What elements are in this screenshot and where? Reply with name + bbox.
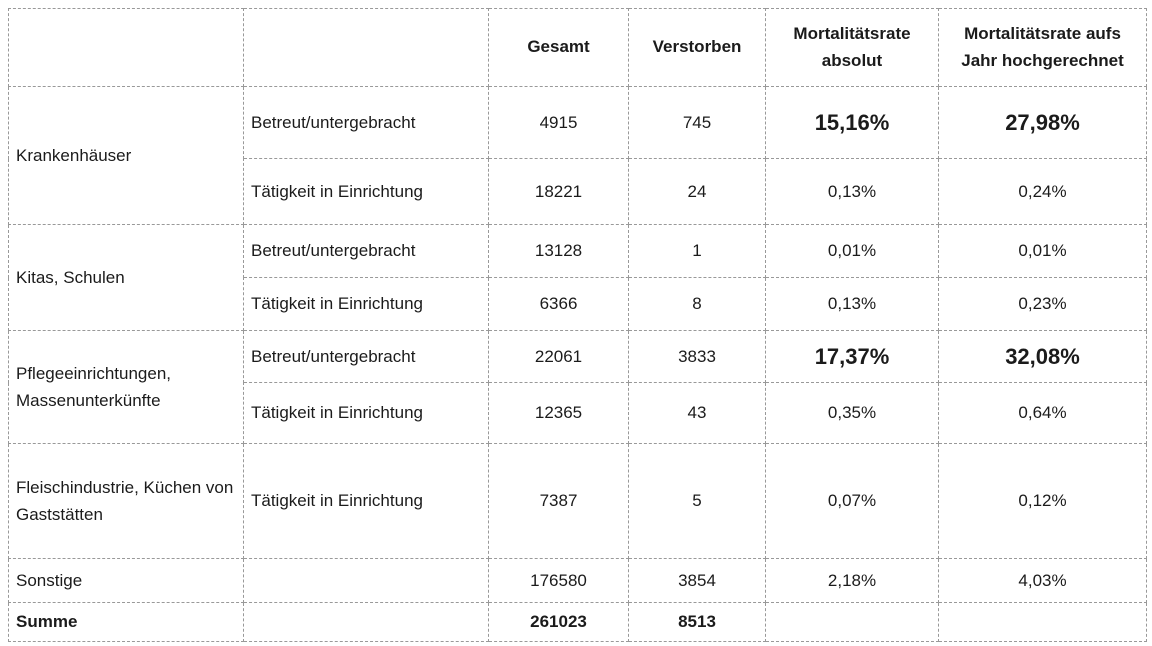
table-row: Kitas, Schulen Betreut/untergebracht 131… [8, 224, 1147, 331]
table-row: Sonstige 176580 3854 2,18% 4,03% [8, 558, 1147, 603]
mortality-year-cell: 0,64% [938, 382, 1147, 444]
category-cell: Fleischindustrie, Küchen von Gaststätten [8, 443, 244, 559]
verstorben-cell: 43 [628, 382, 766, 444]
gesamt-cell: 12365 [488, 382, 629, 444]
header-subcategory-empty [243, 8, 489, 87]
subcategory-cell: Betreut/untergebracht [243, 224, 489, 278]
category-cell: Krankenhäuser [8, 86, 244, 225]
table-row: Fleischindustrie, Küchen von Gaststätten… [8, 443, 1147, 559]
subcategory-cell: Betreut/untergebracht [243, 86, 489, 159]
mortality-year-cell: 0,24% [938, 158, 1147, 225]
verstorben-cell: 3833 [628, 330, 766, 383]
verstorben-cell: 3854 [628, 558, 766, 603]
table-row: Pflegeeinrichtungen, Massenunterkünfte B… [8, 330, 1147, 444]
mortality-abs-cell: 0,13% [765, 158, 939, 225]
header-mortality-year: Mortalitätsrate aufs Jahr hochgerechnet [938, 8, 1147, 87]
gesamt-cell: 22061 [488, 330, 629, 383]
mortality-year-cell: 4,03% [938, 558, 1147, 603]
mortality-abs-cell: 0,13% [765, 277, 939, 331]
category-cell: Summe [8, 602, 244, 642]
mortality-abs-cell: 0,01% [765, 224, 939, 278]
gesamt-cell: 7387 [488, 443, 629, 559]
header-category-empty [8, 8, 244, 87]
verstorben-cell: 8513 [628, 602, 766, 642]
mortality-abs-cell: 17,37% [765, 330, 939, 383]
subcategory-cell [243, 558, 489, 603]
mortality-year-cell: 32,08% [938, 330, 1147, 383]
mortality-table: Gesamt Verstorben Mortalitätsrate absolu… [8, 8, 1147, 642]
subcategory-cell: Tätigkeit in Einrichtung [243, 443, 489, 559]
mortality-abs-cell: 2,18% [765, 558, 939, 603]
subcategory-cell [243, 602, 489, 642]
gesamt-cell: 4915 [488, 86, 629, 159]
gesamt-cell: 176580 [488, 558, 629, 603]
subcategory-cell: Betreut/untergebracht [243, 330, 489, 383]
subcategory-cell: Tätigkeit in Einrichtung [243, 277, 489, 331]
gesamt-cell: 13128 [488, 224, 629, 278]
mortality-abs-cell: 0,35% [765, 382, 939, 444]
subcategory-cell: Tätigkeit in Einrichtung [243, 382, 489, 444]
summe-row: Summe 261023 8513 [8, 602, 1147, 642]
category-cell: Kitas, Schulen [8, 224, 244, 331]
subcategory-cell: Tätigkeit in Einrichtung [243, 158, 489, 225]
mortality-year-cell: 0,23% [938, 277, 1147, 331]
table-row: Tätigkeit in Einrichtung 18221 24 0,13% … [9, 158, 1147, 225]
mortality-year-cell: 27,98% [938, 86, 1147, 159]
gesamt-cell: 18221 [488, 158, 629, 225]
mortality-abs-cell [765, 602, 939, 642]
verstorben-cell: 1 [628, 224, 766, 278]
header-verstorben: Verstorben [628, 8, 766, 87]
gesamt-cell: 261023 [488, 602, 629, 642]
mortality-abs-cell: 15,16% [765, 86, 939, 159]
mortality-year-cell: 0,12% [938, 443, 1147, 559]
mortality-abs-cell: 0,07% [765, 443, 939, 559]
category-cell: Pflegeeinrichtungen, Massenunterkünfte [8, 330, 244, 444]
verstorben-cell: 5 [628, 443, 766, 559]
header-row: Gesamt Verstorben Mortalitätsrate absolu… [8, 8, 1147, 87]
category-cell: Sonstige [8, 558, 244, 603]
verstorben-cell: 8 [628, 277, 766, 331]
header-gesamt: Gesamt [488, 8, 629, 87]
verstorben-cell: 745 [628, 86, 766, 159]
header-mortality-abs: Mortalitätsrate absolut [765, 8, 939, 87]
verstorben-cell: 24 [628, 158, 766, 225]
table-row: Krankenhäuser Betreut/untergebracht 4915… [8, 86, 1147, 225]
mortality-year-cell: 0,01% [938, 224, 1147, 278]
gesamt-cell: 6366 [488, 277, 629, 331]
mortality-year-cell [938, 602, 1147, 642]
